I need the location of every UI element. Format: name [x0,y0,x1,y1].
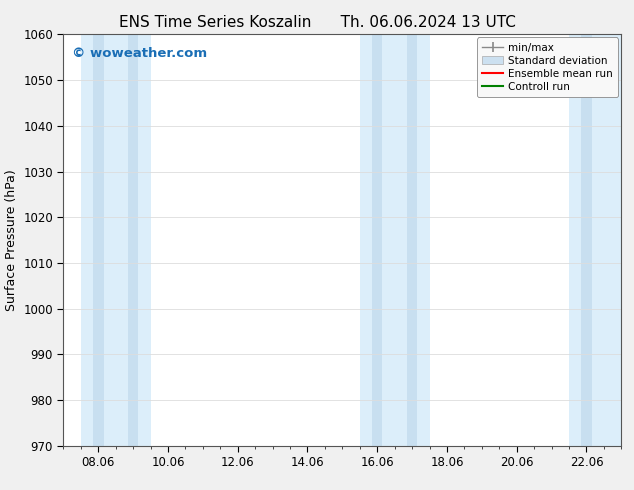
Bar [359,34,429,446]
Bar [128,34,138,446]
Bar [407,34,417,446]
Bar [81,34,150,446]
Legend: min/max, Standard deviation, Ensemble mean run, Controll run: min/max, Standard deviation, Ensemble me… [477,37,618,97]
Text: © woweather.com: © woweather.com [72,47,207,60]
Bar [581,34,592,446]
Text: ENS Time Series Koszalin      Th. 06.06.2024 13 UTC: ENS Time Series Koszalin Th. 06.06.2024 … [119,15,515,30]
Y-axis label: Surface Pressure (hPa): Surface Pressure (hPa) [4,169,18,311]
Bar [569,34,621,446]
Bar [93,34,103,446]
Bar [372,34,382,446]
